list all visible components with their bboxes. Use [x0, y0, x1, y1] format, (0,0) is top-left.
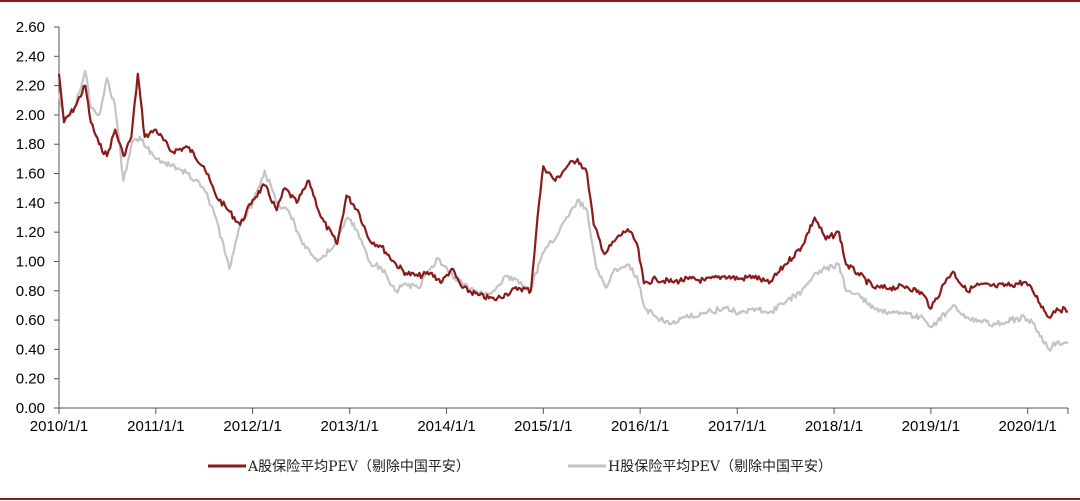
x-tick-label: 2014/1/1: [417, 418, 475, 435]
y-tick-label: 2.00: [16, 107, 45, 124]
legend-label-a-share: A股保险平均PEV（剔除中国平安）: [247, 459, 470, 475]
legend: A股保险平均PEV（剔除中国平安） H股保险平均PEV（剔除中国平安）: [208, 459, 832, 475]
y-tick-label: 0.20: [16, 371, 45, 388]
series-lines: [57, 69, 1069, 352]
y-tick-label: 1.20: [16, 224, 45, 241]
x-tick-label: 2011/1/1: [127, 418, 184, 435]
y-tick-label: 1.60: [16, 166, 45, 183]
y-tick-label: 2.60: [16, 19, 45, 36]
x-tick-label: 2020/1/1: [998, 418, 1056, 435]
x-tick-label: 2010/1/1: [30, 418, 88, 435]
x-tick-label: 2013/1/1: [321, 418, 379, 435]
y-tick-label: 2.20: [16, 78, 45, 95]
x-tick-label: 2016/1/1: [611, 418, 669, 435]
y-tick-label: 2.40: [16, 48, 45, 65]
legend-label-h-share: H股保险平均PEV（剔除中国平安）: [608, 459, 832, 475]
y-tick-label: 0.40: [16, 341, 45, 358]
y-tick-label: 1.80: [16, 136, 45, 153]
y-tick-label: 0.60: [16, 312, 45, 329]
x-tick-label: 2017/1/1: [708, 418, 766, 435]
y-tick-label: 1.00: [16, 253, 45, 270]
bottom-border: [0, 498, 1080, 500]
x-tick-label: 2018/1/1: [805, 418, 863, 435]
x-tick-label: 2012/1/1: [223, 418, 281, 435]
x-tick-label: 2019/1/1: [902, 418, 960, 435]
x-tick-label: 2015/1/1: [514, 418, 572, 435]
y-tick-label: 0.80: [16, 283, 45, 300]
series-line-a-share: [57, 72, 1069, 319]
y-axis: 0.00 0.20 0.40 0.60 0.80 1.00 1.20 1.40 1.60 1.80…: [16, 19, 60, 417]
top-border: [0, 0, 1080, 2]
y-tick-label: 0.00: [16, 400, 45, 417]
y-tick-label: 1.40: [16, 195, 45, 212]
x-axis: 2010/1/1 2011/1/1 2012/1/1 2013/1/1 2014/1/1…: [30, 407, 1069, 435]
series-line-h-share: [57, 69, 1069, 352]
